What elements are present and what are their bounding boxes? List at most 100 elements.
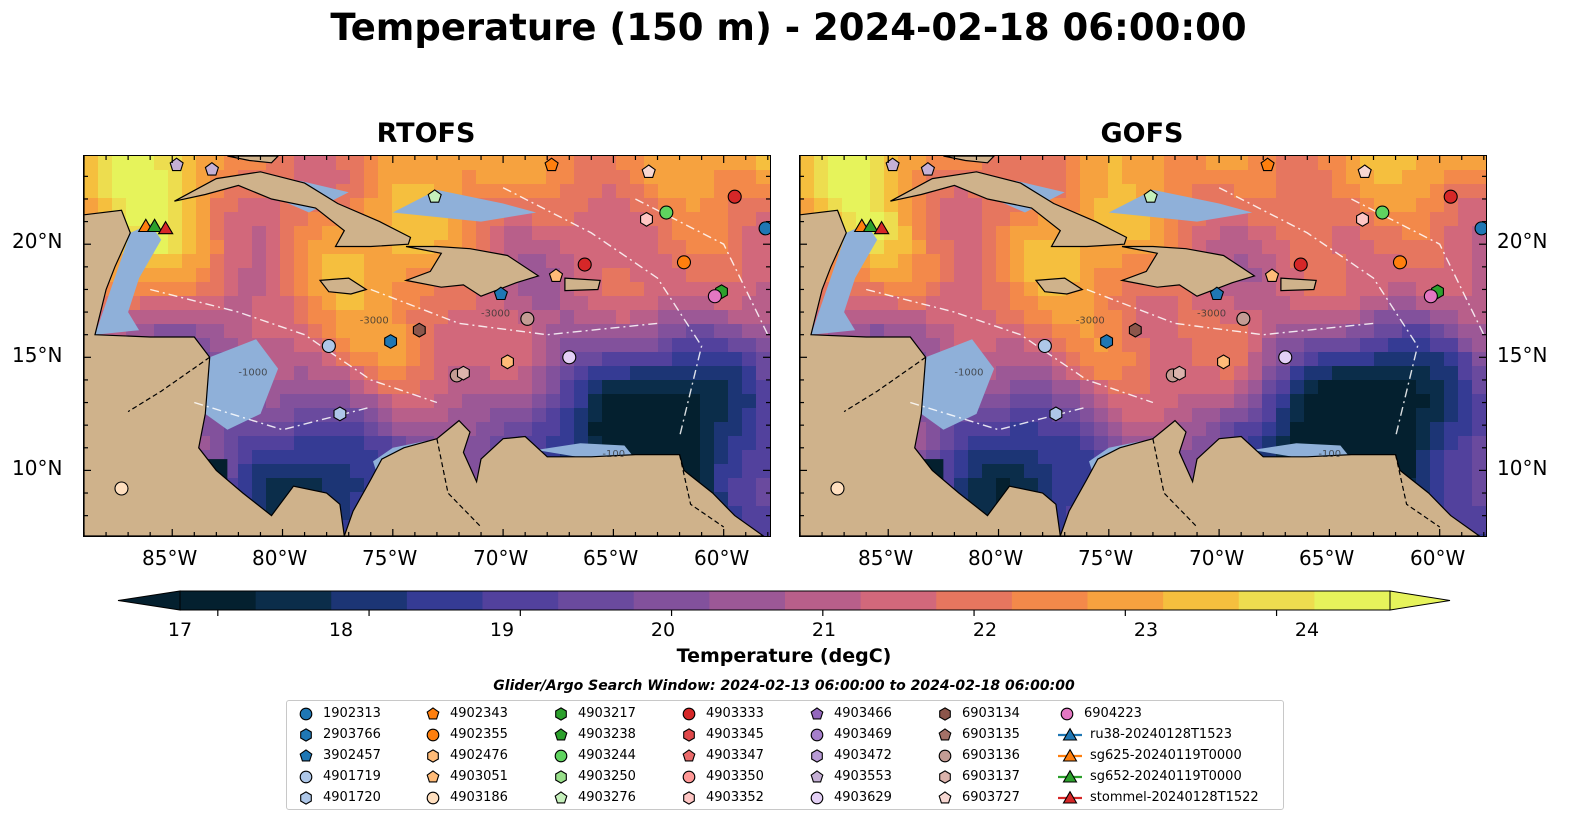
legend-marker-icon bbox=[300, 790, 312, 805]
lon-tick-75w: 75°W bbox=[362, 546, 418, 570]
argo-marker bbox=[333, 406, 347, 422]
legend-item: 4903186 bbox=[424, 787, 508, 808]
argo-marker bbox=[1392, 255, 1408, 270]
legend-item: 6903135 bbox=[936, 724, 1020, 745]
legend-marker-icon bbox=[555, 706, 567, 721]
legend-label: 6903136 bbox=[962, 748, 1020, 763]
legend-marker bbox=[1062, 727, 1078, 741]
legend-marker bbox=[554, 727, 568, 740]
lon-tick-85w: 85°W bbox=[858, 546, 914, 570]
legend-item: 4903051 bbox=[424, 766, 508, 787]
legend-marker-icon bbox=[810, 791, 824, 804]
legend-marker-icon bbox=[426, 706, 440, 719]
lon-tick-60w: 60°W bbox=[1410, 546, 1466, 570]
legend-label: 4903352 bbox=[706, 790, 764, 805]
legend-label: 4903244 bbox=[578, 748, 636, 763]
legend-label: sg625-20240119T0000 bbox=[1090, 748, 1242, 763]
legend-marker bbox=[938, 727, 952, 740]
legend-item: 4903472 bbox=[808, 745, 892, 766]
legend-marker bbox=[426, 791, 440, 804]
legend-label: stommel-20240128T1522 bbox=[1090, 790, 1259, 805]
legend-label: 4903345 bbox=[706, 727, 764, 742]
legend-marker bbox=[682, 748, 696, 761]
bathymetry-label: -3000 bbox=[360, 315, 389, 326]
legend-marker-icon bbox=[426, 728, 440, 741]
legend-marker-icon bbox=[938, 790, 952, 803]
colorbar-tick: 18 bbox=[328, 619, 354, 641]
bathymetry-label: -3000 bbox=[1076, 315, 1105, 326]
legend-item: 6903727 bbox=[936, 787, 1020, 808]
argo-marker bbox=[1209, 286, 1225, 301]
lat-tick-20n: 20°N bbox=[12, 229, 63, 253]
argo-marker bbox=[562, 350, 577, 365]
legend-marker bbox=[810, 769, 824, 782]
map-gofs-canvas: -1000 -3000 -3000 -100 bbox=[800, 156, 1486, 536]
legend-marker-icon bbox=[682, 748, 696, 761]
legend-item: 4901720 bbox=[297, 787, 381, 808]
map-rtofs-canvas: -1000 -3000 -3000 -100 bbox=[84, 156, 770, 536]
legend-item: 4903345 bbox=[680, 724, 764, 745]
legend-item: 6903137 bbox=[936, 766, 1020, 787]
argo-marker bbox=[1423, 289, 1438, 304]
legend-marker-icon bbox=[939, 769, 951, 784]
legend-label: 6903134 bbox=[962, 706, 1020, 721]
legend-item: 4902476 bbox=[424, 745, 508, 766]
colorbar bbox=[117, 590, 1451, 616]
argo-marker bbox=[873, 220, 890, 235]
bathymetry-label: -1000 bbox=[238, 367, 267, 378]
legend-item: 6903134 bbox=[936, 703, 1020, 724]
legend-marker bbox=[810, 791, 824, 804]
lon-tick-65w: 65°W bbox=[583, 546, 639, 570]
legend-marker-icon bbox=[810, 706, 824, 719]
legend-item: ru38-20240128T1523 bbox=[1058, 724, 1232, 745]
legend-label: 4903347 bbox=[706, 748, 764, 763]
bathymetry-label: -3000 bbox=[481, 309, 510, 320]
panel-title-rtofs: RTOFS bbox=[376, 118, 476, 149]
legend-item: 4903553 bbox=[808, 766, 892, 787]
legend-label: sg652-20240119T0000 bbox=[1090, 769, 1242, 784]
legend-marker bbox=[939, 769, 951, 784]
argo-marker bbox=[1356, 211, 1369, 227]
map-rtofs: -1000 -3000 -3000 -100 bbox=[83, 155, 771, 537]
bathymetry-label: -3000 bbox=[1197, 309, 1226, 320]
argo-marker bbox=[727, 189, 742, 204]
argo-marker bbox=[758, 221, 770, 236]
argo-marker bbox=[1474, 221, 1486, 236]
argo-marker bbox=[501, 354, 514, 370]
legend-item: 4903350 bbox=[680, 766, 764, 787]
argo-marker bbox=[169, 157, 184, 172]
legend-marker-icon bbox=[1058, 769, 1082, 783]
lat-tick-20n: 20°N bbox=[1497, 229, 1548, 253]
legend-label: 4903333 bbox=[706, 706, 764, 721]
legend-label: 4903276 bbox=[578, 790, 636, 805]
legend-label: 4903250 bbox=[578, 769, 636, 784]
legend-label: 4903472 bbox=[834, 748, 892, 763]
argo-marker bbox=[707, 289, 722, 304]
lat-tick-15n: 15°N bbox=[1497, 343, 1548, 367]
legend-item: 6904223 bbox=[1058, 703, 1142, 724]
legend-marker bbox=[299, 770, 313, 783]
argo-marker bbox=[1217, 354, 1230, 370]
bathymetry-label: -100 bbox=[602, 449, 625, 460]
argo-marker bbox=[1357, 164, 1372, 178]
legend-item: 4903217 bbox=[552, 703, 636, 724]
argo-marker bbox=[520, 311, 535, 326]
legend-marker-icon bbox=[1060, 707, 1074, 720]
argo-marker bbox=[456, 365, 470, 381]
panel-title-gofs: GOFS bbox=[1100, 118, 1184, 149]
legend-marker-icon bbox=[300, 727, 312, 742]
legend-item: 4903333 bbox=[680, 703, 764, 724]
legend-label: 4902343 bbox=[450, 706, 508, 721]
legend-item: 3902457 bbox=[297, 745, 381, 766]
legend-item: 4902343 bbox=[424, 703, 508, 724]
legend-marker bbox=[1060, 707, 1074, 720]
legend-marker bbox=[1062, 748, 1078, 762]
legend-marker-icon bbox=[810, 769, 824, 782]
legend-item: 6903136 bbox=[936, 745, 1020, 766]
legend-item: 1902313 bbox=[297, 703, 381, 724]
argo-marker bbox=[676, 255, 692, 270]
argo-marker bbox=[862, 218, 879, 233]
legend-item: 4903469 bbox=[808, 724, 892, 745]
legend-marker-icon bbox=[427, 748, 439, 763]
argo-marker bbox=[577, 257, 592, 272]
